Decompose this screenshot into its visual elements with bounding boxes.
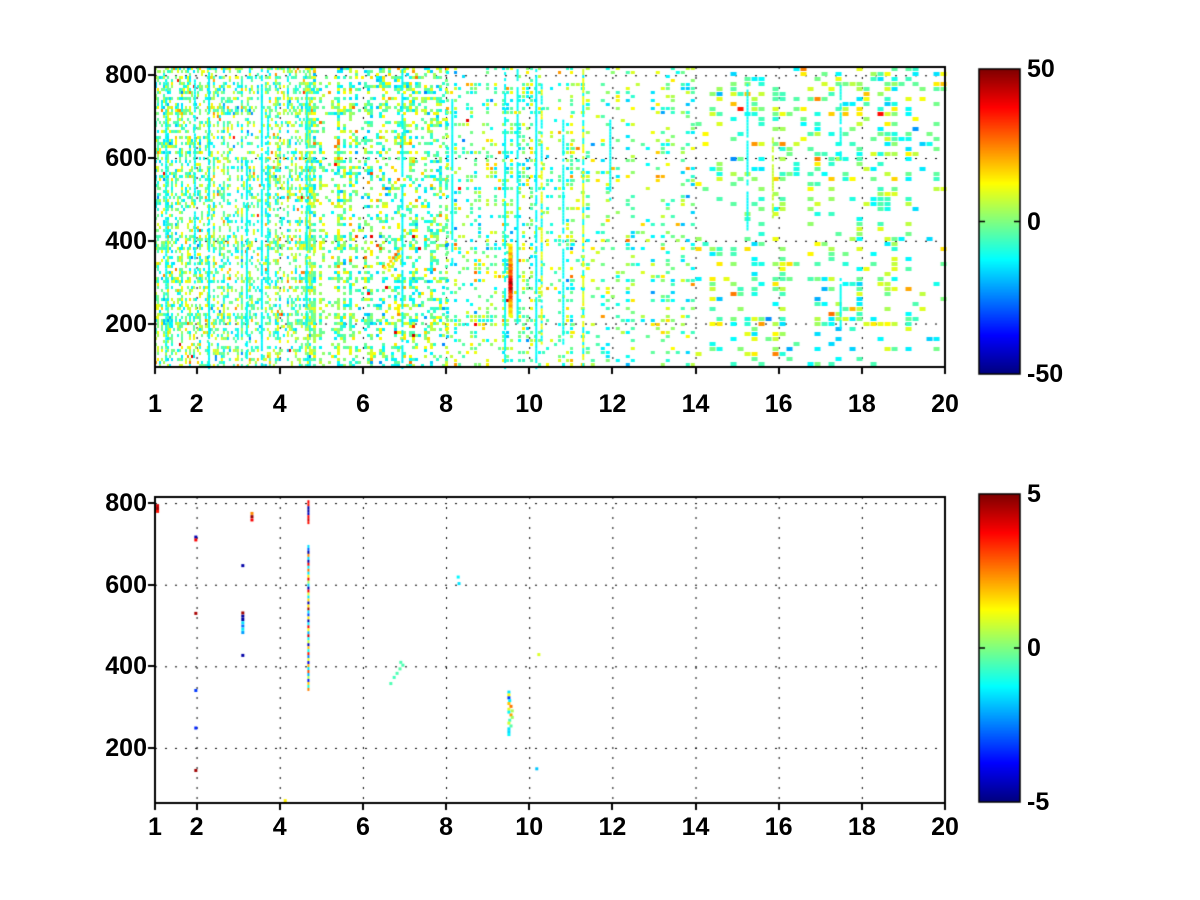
x-tick-label: 6 — [355, 813, 370, 841]
top-heatmap-canvas — [143, 55, 957, 379]
x-tick-label: 8 — [439, 813, 453, 841]
y-tick-label: 600 — [105, 570, 147, 599]
x-tick-label: 2 — [189, 390, 204, 418]
y-tick-label: 400 — [105, 226, 147, 255]
colorbar-tick-label: -50 — [1027, 360, 1064, 388]
y-tick-label: 800 — [105, 61, 147, 90]
y-tick-label: 400 — [105, 652, 147, 681]
x-tick-label: 4 — [272, 813, 287, 841]
x-tick-label: 18 — [847, 390, 876, 418]
bottom-colorbar-canvas — [971, 486, 1028, 810]
y-tick-label: 200 — [105, 309, 147, 338]
colorbar-tick-label: 50 — [1027, 55, 1055, 83]
x-tick-label: 20 — [931, 813, 959, 841]
x-tick-label: 1 — [148, 813, 162, 841]
x-tick-label: 10 — [515, 390, 544, 418]
x-tick-label: 16 — [764, 813, 793, 841]
x-tick-label: 20 — [931, 390, 959, 418]
y-tick-label: 800 — [105, 489, 147, 518]
colorbar-tick-label: 0 — [1027, 207, 1041, 236]
y-tick-label: 600 — [105, 144, 147, 173]
colorbar-tick-label: 5 — [1027, 480, 1041, 508]
x-tick-label: 8 — [439, 390, 453, 418]
colorbar-tick-label: -5 — [1027, 788, 1050, 816]
x-tick-label: 14 — [681, 390, 710, 418]
x-tick-label: 12 — [598, 813, 627, 841]
x-tick-label: 6 — [355, 390, 370, 418]
x-tick-label: 12 — [598, 390, 627, 418]
top-colorbar-canvas — [971, 61, 1028, 382]
x-tick-label: 4 — [272, 390, 287, 418]
x-tick-label: 2 — [189, 813, 204, 841]
colorbar-tick-label: 0 — [1027, 634, 1041, 662]
x-tick-label: 10 — [515, 813, 544, 841]
x-tick-label: 16 — [764, 390, 793, 418]
y-tick-label: 200 — [105, 733, 147, 762]
x-tick-label: 14 — [681, 813, 710, 841]
bottom-heatmap-canvas — [143, 485, 957, 815]
x-tick-label: 18 — [847, 813, 876, 841]
x-tick-label: 1 — [148, 390, 162, 418]
